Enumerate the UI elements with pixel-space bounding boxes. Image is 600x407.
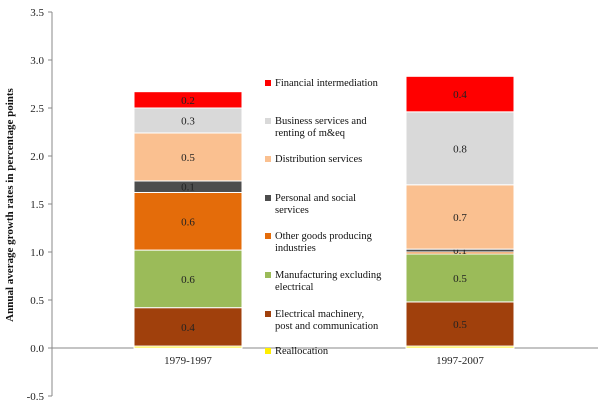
legend-label: Manufacturing excluding electrical	[275, 270, 382, 293]
bars: 0.40.60.60.10.50.30.21979-19970.50.50.10…	[133, 75, 515, 367]
data-label: 0.6	[181, 274, 195, 286]
legend-label-line: Distribution services	[275, 154, 362, 165]
legend-label: Reallocation	[275, 346, 329, 357]
legend-label-line: industries	[275, 243, 316, 254]
legend-label-line: Manufacturing excluding	[275, 270, 382, 281]
y-tick-label: 1.0	[30, 247, 44, 259]
legend-label-line: Personal and social	[275, 193, 356, 204]
data-label: 0.3	[181, 115, 195, 127]
data-label: 0.5	[181, 152, 195, 164]
bar-segment	[133, 307, 243, 347]
axes: -0.5 0.0 0.5 1.0 1.5 2.0 2.5 3.0 3.5	[27, 7, 598, 403]
legend-label-line: Business services and	[275, 116, 367, 127]
legend-swatch	[265, 156, 271, 162]
legend-label-line: electrical	[275, 282, 314, 293]
legend-swatch	[265, 348, 271, 354]
y-tick-label: 3.0	[30, 55, 44, 67]
legend-label-line: services	[275, 205, 309, 216]
data-label: 0.4	[181, 322, 195, 334]
bar-segment	[405, 253, 515, 303]
legend-label-line: Electrical machinery,	[275, 309, 364, 320]
data-label: 0.6	[181, 216, 195, 228]
legend-swatch	[265, 118, 271, 124]
data-label: 0.7	[453, 212, 467, 224]
data-label: 0.8	[453, 143, 467, 155]
data-label: 0.5	[453, 273, 467, 285]
y-tick-label: 2.5	[30, 103, 44, 115]
legend-label-line: renting of m&eq	[275, 128, 346, 139]
bar-segment	[133, 191, 243, 251]
y-tick-label: 0.0	[30, 343, 44, 355]
legend-label-line: Other goods producing	[275, 231, 373, 242]
data-label: 0.5	[453, 319, 467, 331]
bar-segment	[133, 107, 243, 134]
legend-label-line: post and communication	[275, 321, 379, 332]
y-tick-label: 0.5	[30, 295, 44, 307]
y-tick-label: 1.5	[30, 199, 44, 211]
bar-segment	[133, 91, 243, 109]
legend-label: Electrical machinery, post and communicat…	[275, 309, 379, 332]
legend-label: Financial intermediation	[275, 78, 379, 89]
legend: Financial intermediation Business service…	[265, 78, 382, 357]
legend-label: Other goods producing industries	[275, 231, 373, 254]
x-tick-label: 1997-2007	[436, 355, 484, 367]
y-axis-label: Annual average growth rates in percentag…	[4, 87, 16, 321]
bar-segment	[405, 75, 515, 113]
legend-label: Personal and social services	[275, 193, 356, 216]
bar-segment	[133, 132, 243, 182]
legend-swatch	[265, 233, 271, 239]
x-tick-label: 1979-1997	[164, 355, 212, 367]
legend-swatch	[265, 272, 271, 278]
legend-label: Business services and renting of m&eq	[275, 116, 367, 139]
bar-segment	[405, 301, 515, 347]
legend-label-line: Financial intermediation	[275, 78, 379, 89]
legend-label: Distribution services	[275, 154, 362, 165]
y-tick-label: 2.0	[30, 151, 44, 163]
data-label: 0.1	[181, 182, 195, 194]
bar-segment	[133, 249, 243, 309]
data-label: 0.4	[453, 89, 467, 101]
legend-swatch	[265, 195, 271, 201]
y-tick-label: 3.5	[30, 7, 44, 19]
y-tick-label: -0.5	[27, 391, 45, 403]
data-label: 0.2	[181, 95, 195, 107]
legend-swatch	[265, 311, 271, 317]
legend-swatch	[265, 80, 271, 86]
legend-label-line: Reallocation	[275, 346, 329, 357]
bar-segment	[405, 111, 515, 186]
bar-segment	[405, 184, 515, 250]
